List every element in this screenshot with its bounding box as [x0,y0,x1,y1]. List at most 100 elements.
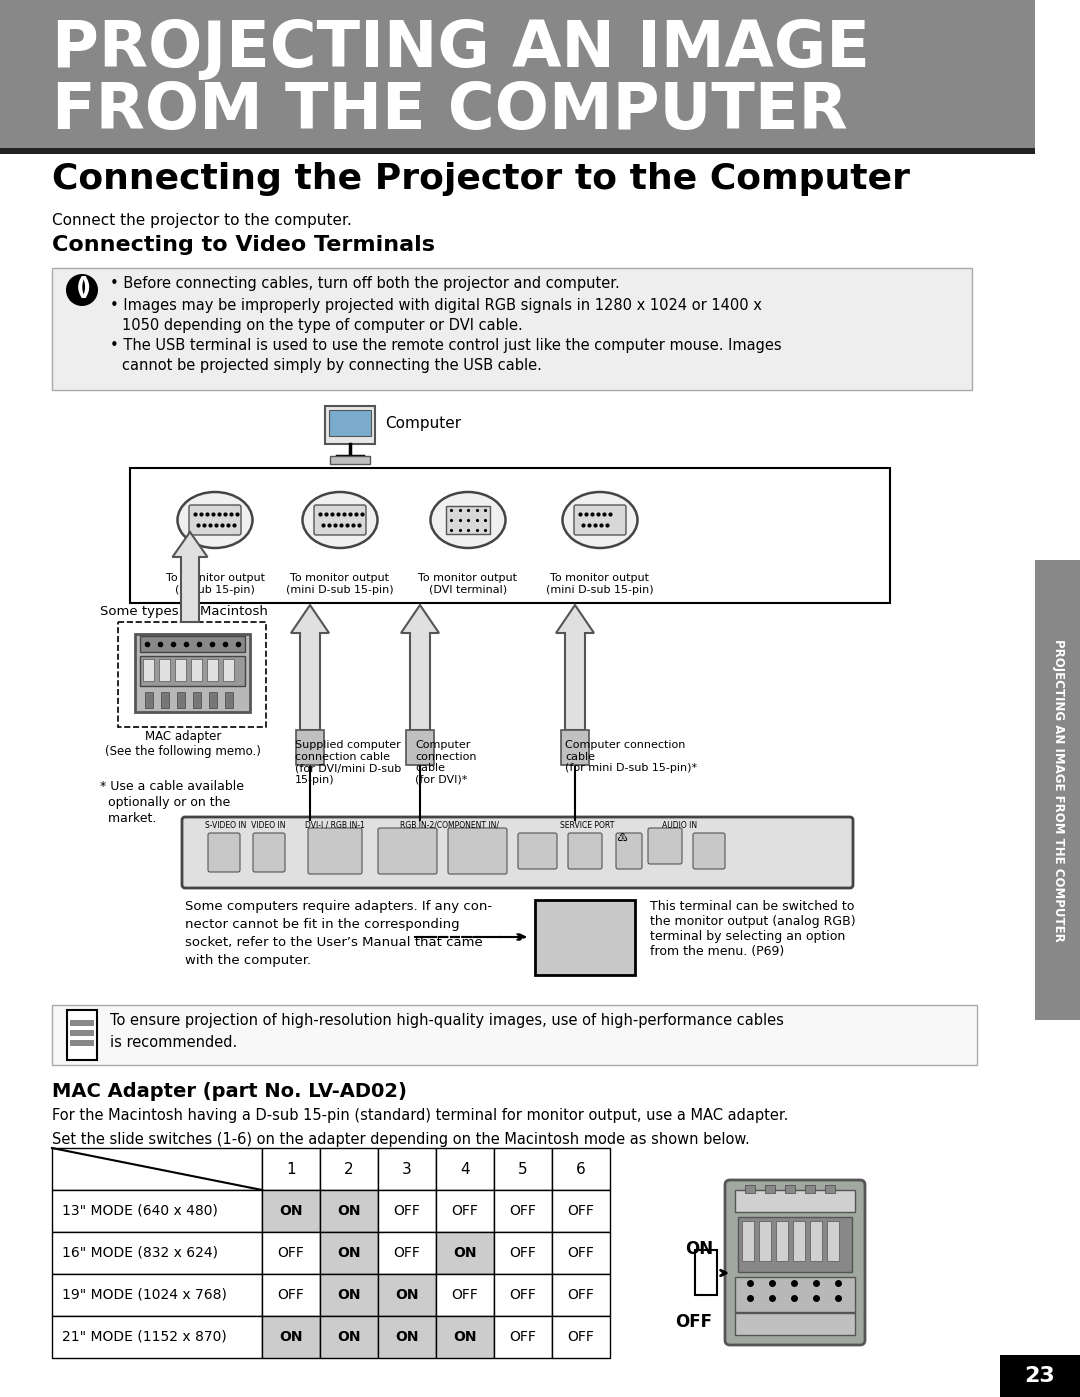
Bar [494,1232,552,1274]
Text: socket, refer to the User’s Manual that came: socket, refer to the User’s Manual that … [185,936,483,949]
Text: ♳: ♳ [617,833,627,845]
Bar [738,1217,852,1273]
Text: MAC Adapter (part No. LV-AD02): MAC Adapter (part No. LV-AD02) [52,1083,407,1101]
FancyBboxPatch shape [568,833,602,869]
Bar [552,1316,610,1358]
Text: Connect the projector to the computer.: Connect the projector to the computer. [52,212,352,228]
Bar [378,1232,436,1274]
Bar [759,1221,771,1261]
Bar [222,659,234,680]
Bar [320,1148,378,1190]
FancyBboxPatch shape [253,833,285,872]
Text: OFF: OFF [568,1246,594,1260]
Bar [378,1190,436,1232]
Bar [130,468,890,604]
Bar [436,1148,494,1190]
Bar [329,409,372,436]
Text: OFF: OFF [510,1330,537,1344]
Text: 2: 2 [345,1161,354,1176]
Ellipse shape [302,492,378,548]
Bar [210,692,217,708]
Text: RGB IN-2/COMPONENT IN/: RGB IN-2/COMPONENT IN/ [400,821,499,830]
Bar [742,1221,754,1261]
Text: OFF: OFF [451,1288,478,1302]
Text: nector cannot be fit in the corresponding: nector cannot be fit in the correspondin… [185,918,460,930]
Text: OFF: OFF [675,1313,712,1331]
FancyArrow shape [556,605,594,731]
Bar [436,1190,494,1232]
Bar [735,1313,855,1336]
Bar [378,1274,436,1316]
Bar [143,659,154,680]
FancyBboxPatch shape [518,833,557,869]
Text: OFF: OFF [451,1204,478,1218]
Bar [777,1221,788,1261]
Text: Computer connection
cable
(for mini D-sub 15-pin)*: Computer connection cable (for mini D-su… [565,740,697,773]
Text: 23: 23 [1025,1366,1055,1386]
Text: To ensure projection of high-resolution high-quality images, use of high-perform: To ensure projection of high-resolution … [110,1013,784,1028]
Bar [262,1190,320,1232]
Text: ON: ON [454,1330,476,1344]
FancyBboxPatch shape [725,1180,865,1345]
Bar [827,1221,839,1261]
Bar [446,506,490,534]
Bar [161,692,168,708]
Bar [320,1190,378,1232]
Text: Connecting the Projector to the Computer: Connecting the Projector to the Computer [52,162,910,196]
Bar [535,900,635,975]
FancyBboxPatch shape [616,833,642,869]
Bar [785,1185,795,1193]
Bar [191,659,202,680]
Text: Connecting to Video Terminals: Connecting to Video Terminals [52,235,435,256]
Text: ON: ON [454,1246,476,1260]
Text: market.: market. [100,812,157,826]
FancyArrow shape [401,605,438,731]
Bar [805,1185,815,1193]
Text: Some computers require adapters. If any con-: Some computers require adapters. If any … [185,900,492,914]
Bar [135,634,249,712]
Bar [70,1020,94,1025]
Bar [193,692,201,708]
Bar [262,1316,320,1358]
Text: OFF: OFF [278,1288,305,1302]
Text: SERVICE PORT: SERVICE PORT [561,821,615,830]
Bar [436,1316,494,1358]
Text: • Before connecting cables, turn off both the projector and computer.: • Before connecting cables, turn off bot… [110,277,620,291]
Text: Computer: Computer [384,416,461,432]
Text: • Images may be improperly projected with digital RGB signals in 1280 x 1024 or : • Images may be improperly projected wit… [110,298,761,313]
Text: To monitor output
(D-sub 15-pin): To monitor output (D-sub 15-pin) [165,573,265,595]
Bar [52,1148,262,1190]
FancyBboxPatch shape [183,817,853,888]
Text: ON: ON [280,1330,302,1344]
Bar [1000,1355,1080,1397]
Text: ON: ON [337,1288,361,1302]
Bar [262,1232,320,1274]
Bar [494,1274,552,1316]
Text: 3: 3 [402,1161,411,1176]
Bar [175,659,186,680]
Bar [378,1148,436,1190]
Text: ): ) [80,277,92,300]
Bar [262,1148,320,1190]
Text: 6: 6 [576,1161,585,1176]
Bar [159,659,170,680]
Bar [696,1250,717,1295]
Text: ON: ON [337,1204,361,1218]
Bar [552,1148,610,1190]
Bar [436,1232,494,1274]
Text: ON: ON [280,1204,302,1218]
Bar [0,0,1035,148]
Bar [494,1190,552,1232]
FancyBboxPatch shape [693,833,725,869]
Bar [320,1232,378,1274]
Text: 21" MODE (1152 x 870): 21" MODE (1152 x 870) [62,1330,227,1344]
Ellipse shape [563,492,637,548]
Bar [140,657,245,686]
Text: 1050 depending on the type of computer or DVI cable.: 1050 depending on the type of computer o… [122,319,523,332]
Text: PROJECTING AN IMAGE FROM THE COMPUTER: PROJECTING AN IMAGE FROM THE COMPUTER [1052,638,1065,942]
Text: ON: ON [395,1288,419,1302]
Text: Set the slide switches (1-6) on the adapter depending on the Macintosh mode as s: Set the slide switches (1-6) on the adap… [52,1132,750,1147]
Text: Computer
connection
cable
(for DVI)*: Computer connection cable (for DVI)* [415,740,476,785]
FancyBboxPatch shape [308,828,362,875]
Text: OFF: OFF [510,1288,537,1302]
